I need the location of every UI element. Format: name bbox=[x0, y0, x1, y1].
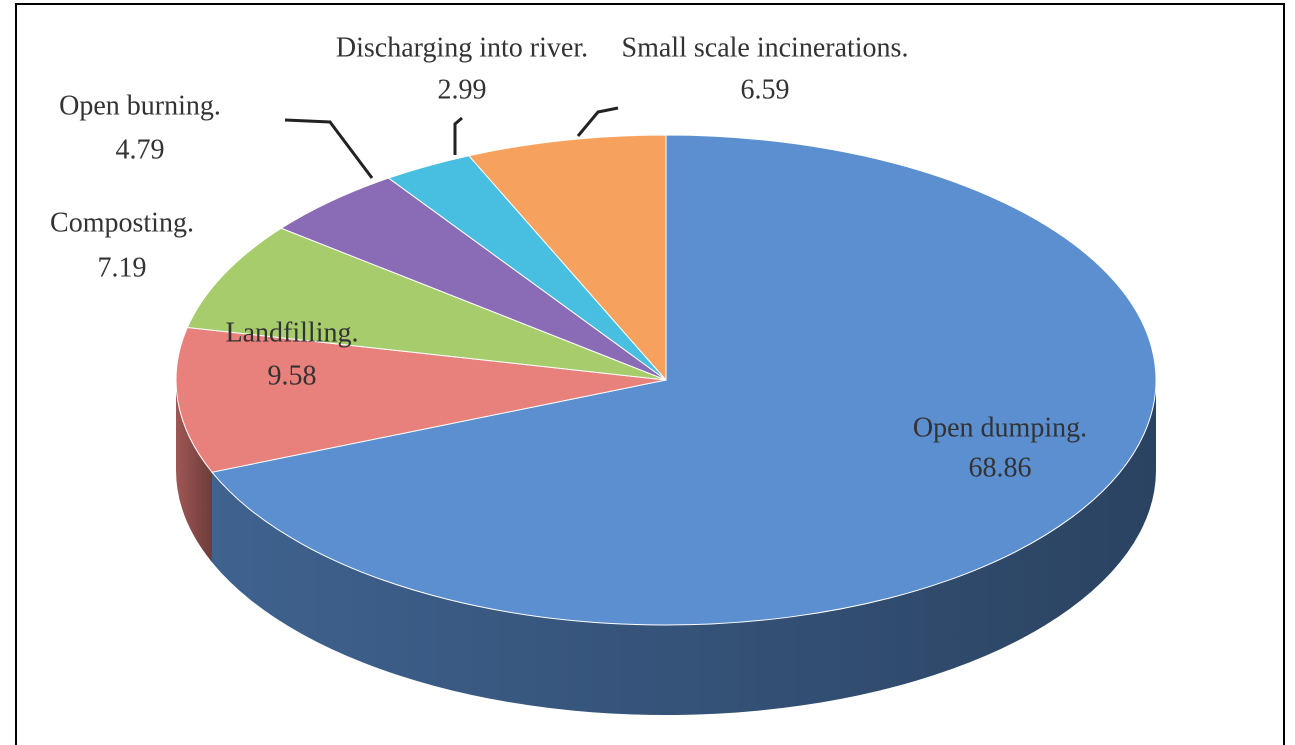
pie-tops bbox=[175, 134, 1157, 626]
value-label: 7.19 bbox=[98, 252, 147, 283]
category-label: Composting. bbox=[50, 207, 194, 238]
category-label: Landfilling. bbox=[226, 317, 359, 348]
value-label: 2.99 bbox=[438, 74, 487, 105]
slice bbox=[467, 134, 667, 382]
slice bbox=[186, 227, 667, 381]
labels: Open dumping. 68.86 Landfilling. 9.58 Compos… bbox=[50, 32, 1087, 483]
category-label: Open burning. bbox=[59, 90, 221, 121]
value-label: 9.58 bbox=[268, 360, 317, 391]
value-label: 68.86 bbox=[969, 452, 1032, 483]
value-label: 6.59 bbox=[741, 74, 790, 105]
leader-line bbox=[453, 116, 463, 155]
pie-sides bbox=[176, 380, 1156, 715]
category-label: Small scale incinerations. bbox=[622, 32, 909, 63]
category-label: Open dumping. bbox=[913, 412, 1087, 443]
frame bbox=[15, 3, 1285, 745]
leader-line bbox=[284, 118, 374, 179]
leader-line bbox=[576, 106, 619, 137]
slice-side-shade bbox=[212, 380, 1156, 715]
category-label: Discharging into river. bbox=[336, 32, 588, 63]
value-label: 4.79 bbox=[116, 134, 165, 165]
slice bbox=[175, 326, 667, 473]
leader-lines bbox=[284, 106, 619, 179]
slice-side-shade bbox=[176, 380, 213, 563]
slice bbox=[211, 134, 1157, 626]
